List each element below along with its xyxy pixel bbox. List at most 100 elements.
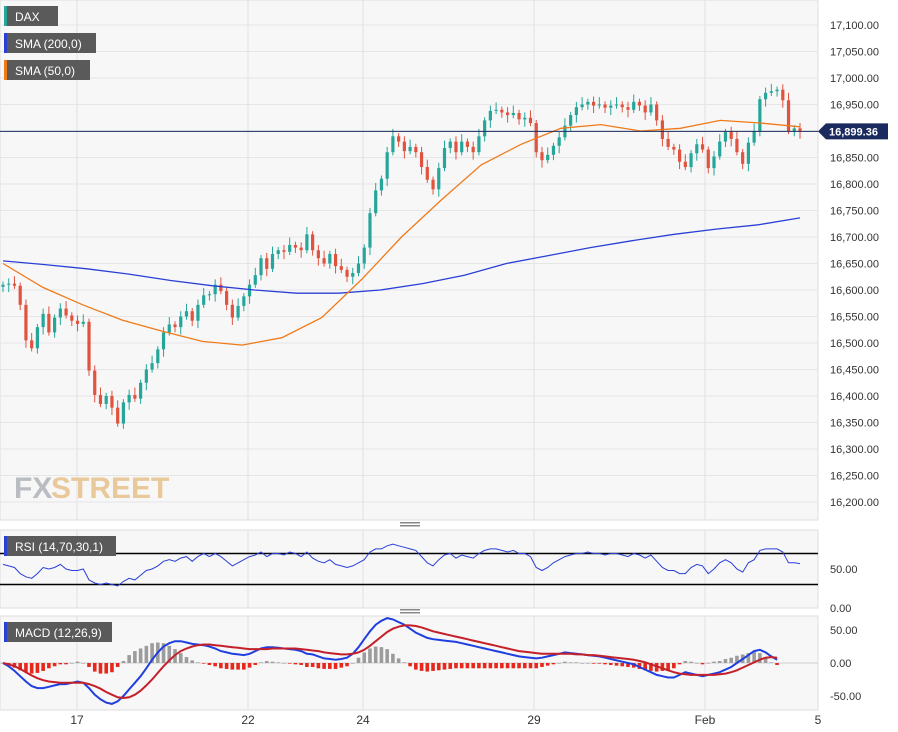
candle-body: [225, 291, 229, 305]
legend-dax[interactable]: DAX: [4, 6, 58, 26]
candle-body: [173, 324, 177, 328]
candle-body: [339, 266, 343, 270]
candle-body: [328, 253, 332, 264]
candle-body: [414, 146, 418, 153]
macd-histogram-bar: [184, 657, 189, 663]
macd-histogram-bar: [110, 663, 114, 673]
price-axis-label: 17,000.00: [830, 73, 879, 85]
candle-body: [735, 138, 739, 153]
candle-body: [333, 253, 338, 267]
macd-histogram-bar: [259, 662, 263, 663]
rsi-resize-handle[interactable]: [400, 522, 420, 527]
price-axis-label: 16,750.00: [830, 206, 879, 218]
macd-line: [2, 617, 778, 705]
candle-body: [374, 190, 378, 214]
macd-histogram-bar: [224, 663, 229, 669]
macd-histogram-bar: [482, 663, 487, 669]
candle-body: [351, 273, 355, 277]
macd-histogram-bar: [368, 648, 372, 663]
candle-body: [419, 152, 424, 168]
candle-body: [597, 104, 601, 106]
macd-histogram-bar: [138, 648, 143, 663]
macd-histogram-bar: [190, 660, 195, 663]
candle-body: [442, 147, 447, 169]
macd-histogram-bar: [414, 663, 418, 670]
candle-body: [609, 105, 613, 108]
macd-histogram-bar: [660, 663, 665, 671]
legend-rsi[interactable]: RSI (14,70,30,1): [4, 536, 116, 556]
macd-histogram-bar: [465, 663, 470, 669]
macd-histogram-bar: [213, 663, 217, 667]
legend-sma50[interactable]: SMA (50,0): [4, 60, 90, 80]
candle-body: [763, 92, 768, 100]
candle-body: [184, 311, 189, 317]
candle-body: [614, 104, 619, 106]
macd-histogram-bar: [442, 663, 447, 670]
candle-body: [236, 305, 240, 318]
sma200-line: [2, 217, 801, 294]
candle-body: [643, 105, 647, 113]
macd-histogram-bar: [419, 663, 424, 671]
macd-histogram-bar: [672, 663, 676, 669]
macd-histogram-bar: [150, 643, 154, 663]
candle-body: [460, 141, 464, 153]
macd-histogram-bar: [282, 663, 286, 664]
candle-body: [448, 141, 452, 148]
macd-histogram-bar: [356, 657, 361, 663]
macd-histogram-bar: [454, 663, 458, 669]
macd-histogram-bar: [41, 663, 45, 671]
candle-body: [718, 141, 722, 157]
candle-body: [775, 89, 779, 92]
macd-histogram-bar: [649, 663, 653, 671]
x-axis-label: 22: [241, 713, 255, 727]
candle-body: [53, 317, 57, 333]
candle-body: [494, 109, 498, 111]
macd-histogram-bar: [597, 663, 602, 664]
macd-histogram-bar: [775, 663, 779, 665]
macd-histogram-bar: [121, 661, 126, 663]
candle-body: [7, 283, 11, 285]
candle-body: [64, 308, 68, 316]
macd-histogram-bar: [712, 661, 716, 663]
watermark-fx: FX: [14, 472, 52, 505]
macd-histogram-bar: [586, 663, 590, 664]
candle-body: [167, 324, 171, 333]
macd-histogram-bar: [729, 657, 733, 663]
rsi-panel: [0, 529, 819, 609]
candle-body: [586, 101, 590, 105]
macd-histogram-bar: [196, 662, 200, 663]
price-axis-label: 16,700.00: [830, 232, 879, 244]
last-price-label: 16,899.36: [829, 126, 878, 138]
candle-body: [626, 107, 630, 110]
legend-sma200[interactable]: SMA (200,0): [4, 33, 96, 53]
macd-histogram-bar: [534, 663, 539, 669]
candle-body: [379, 178, 384, 191]
sma50-line: [2, 119, 801, 346]
macd-histogram-bar: [591, 663, 596, 664]
macd-histogram-bar: [505, 663, 510, 669]
macd-histogram-bar: [723, 659, 728, 663]
candle-body: [93, 370, 97, 395]
candle-body: [683, 161, 687, 168]
macd-histogram-bar: [402, 662, 407, 663]
x-axis-label: 17: [70, 713, 84, 727]
price-axis-label: 16,200.00: [830, 497, 879, 509]
macd-histogram-bar: [35, 663, 40, 673]
macd-resize-handle[interactable]: [400, 609, 420, 614]
legend-macd[interactable]: MACD (12,26,9): [4, 622, 112, 642]
macd-histogram-bar: [264, 661, 269, 663]
macd-histogram-bar: [207, 663, 212, 665]
macd-histogram-bar: [580, 663, 584, 664]
candle-body: [454, 141, 458, 153]
candle-body: [431, 179, 435, 190]
macd-axis-label: 50.00: [830, 625, 858, 637]
candle-body: [752, 131, 756, 143]
candle-body: [603, 104, 607, 108]
macd-histogram-bar: [494, 663, 498, 669]
candle-body: [505, 112, 510, 116]
macd-histogram-bar: [133, 651, 137, 663]
candle-body: [270, 253, 275, 269]
candle-body: [288, 244, 292, 252]
candle-body: [408, 146, 412, 152]
macd-histogram-bar: [666, 663, 670, 671]
